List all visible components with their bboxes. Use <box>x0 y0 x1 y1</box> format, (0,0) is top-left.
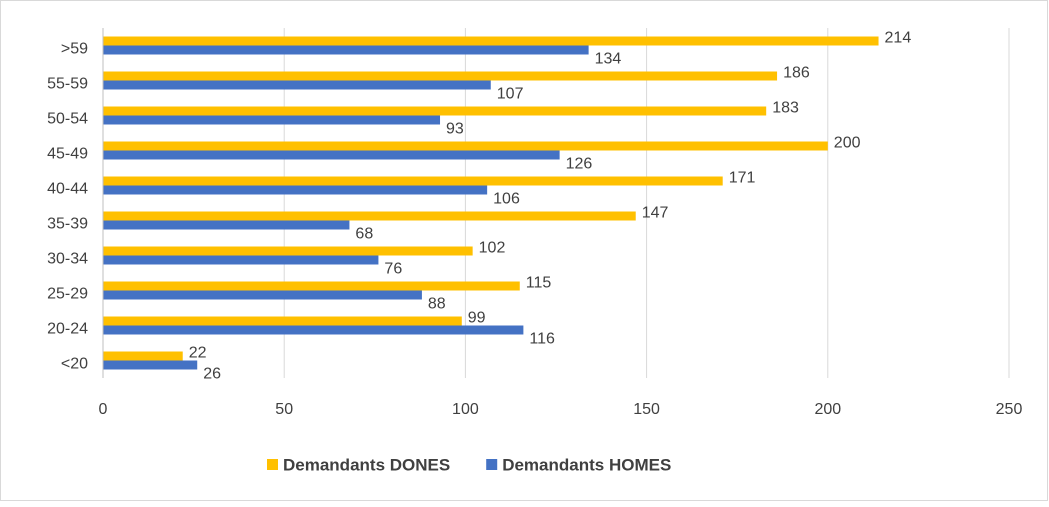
x-tick-label: 200 <box>814 401 841 418</box>
data-label: 200 <box>834 135 861 152</box>
bar <box>103 211 636 221</box>
data-label: 26 <box>203 366 221 383</box>
bar <box>103 115 441 125</box>
x-tick-label: 50 <box>275 401 293 418</box>
x-tick-label: 250 <box>996 401 1023 418</box>
bar <box>103 71 778 81</box>
data-label: 88 <box>428 296 446 313</box>
y-tick-label: 40-44 <box>47 181 88 198</box>
bar <box>103 220 350 230</box>
y-tick-label: 30-34 <box>47 251 88 268</box>
bar <box>103 246 473 256</box>
data-label: 76 <box>384 261 402 278</box>
data-label: 102 <box>479 240 506 257</box>
bar <box>103 80 491 90</box>
bar <box>103 176 723 186</box>
y-tick-label: 20-24 <box>47 321 88 338</box>
bar <box>103 255 379 265</box>
data-label: 134 <box>595 51 622 68</box>
x-tick-label: 100 <box>452 401 479 418</box>
y-tick-label: 25-29 <box>47 286 88 303</box>
data-label: 126 <box>566 156 593 173</box>
bar <box>103 185 488 195</box>
data-label: 116 <box>529 331 555 348</box>
legend-swatch <box>267 459 278 470</box>
bar <box>103 281 520 291</box>
bar <box>103 150 560 160</box>
y-tick-label: <20 <box>61 356 88 373</box>
data-label: 68 <box>355 226 373 243</box>
y-tick-label: >59 <box>61 41 88 58</box>
data-label: 115 <box>526 275 552 292</box>
y-tick-label: 35-39 <box>47 216 88 233</box>
data-label: 93 <box>446 121 464 138</box>
data-label: 22 <box>189 345 207 362</box>
y-tick-label: 45-49 <box>47 146 88 163</box>
data-label: 183 <box>772 100 799 117</box>
bar <box>103 360 198 370</box>
legend-text: Demandants HOMES <box>502 455 671 474</box>
bar <box>103 325 524 335</box>
x-tick-label: 150 <box>633 401 660 418</box>
data-label: 107 <box>497 86 524 103</box>
bar <box>103 316 462 326</box>
data-label: 214 <box>885 30 912 47</box>
bar <box>103 351 183 361</box>
legend-text: Demandants DONES <box>283 455 450 474</box>
bar <box>103 290 422 300</box>
bar <box>103 106 767 116</box>
data-label: 106 <box>493 191 520 208</box>
y-tick-label: 55-59 <box>47 76 88 93</box>
x-tick-label: 0 <box>99 401 108 418</box>
data-label: 171 <box>729 170 756 187</box>
data-label: 99 <box>468 310 486 327</box>
data-label: 186 <box>783 65 810 82</box>
legend-swatch <box>486 459 498 470</box>
bar <box>103 45 589 55</box>
y-tick-label: 50-54 <box>47 111 88 128</box>
bar <box>103 36 879 46</box>
bar <box>103 141 828 151</box>
data-label: 147 <box>642 205 669 222</box>
